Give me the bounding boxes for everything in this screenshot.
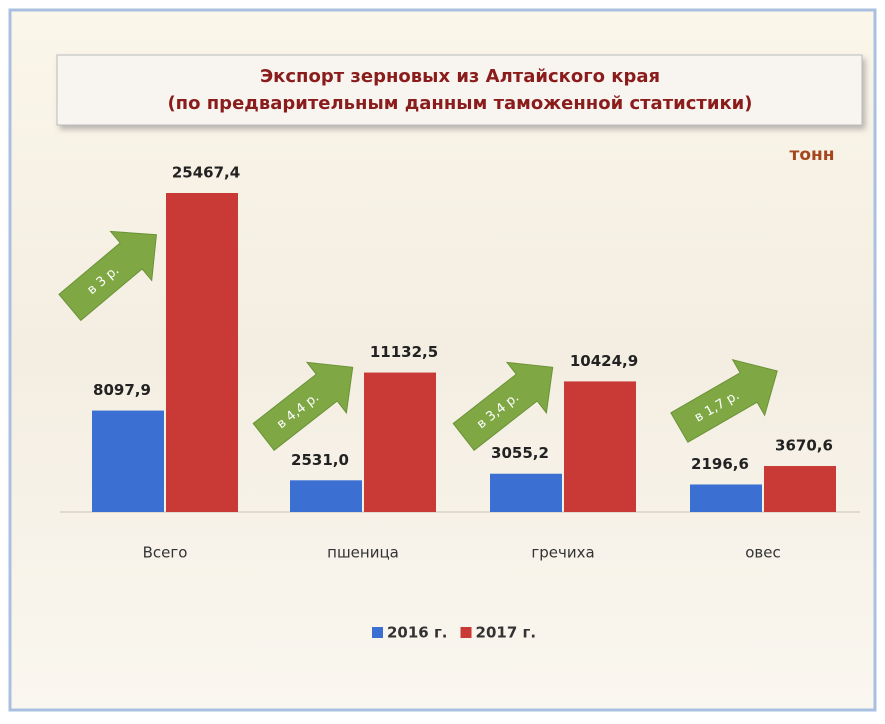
chart-title: Экспорт зерновых из Алтайского края [260,66,660,87]
value-label: 25467,4 [172,164,240,182]
bar [490,474,562,512]
bar [92,411,164,512]
chart: Экспорт зерновых из Алтайского края (по … [0,0,885,720]
legend-label: 2017 г. [476,624,537,642]
bar [690,484,762,512]
x-tick-label: Всего [143,544,188,562]
value-label: 8097,9 [93,381,151,399]
legend-label: 2016 г. [387,624,448,642]
x-tick-label: овес [745,544,781,562]
bar [364,373,436,512]
bar [290,480,362,512]
x-tick-label: гречиха [531,544,594,562]
chart-title: (по предварительным данным таможенной ст… [167,93,752,114]
value-label: 2531,0 [291,451,349,469]
legend-swatch [461,627,472,638]
value-label: 11132,5 [370,343,438,361]
x-tick-label: пшеница [327,544,399,562]
bar [764,466,836,512]
value-label: 10424,9 [570,352,638,370]
bar [564,381,636,512]
value-label: 3055,2 [491,444,549,462]
unit-label: тонн [789,145,834,165]
value-label: 2196,6 [691,455,749,473]
value-label: 3670,6 [775,437,833,455]
bar [166,193,238,512]
legend-swatch [372,627,383,638]
